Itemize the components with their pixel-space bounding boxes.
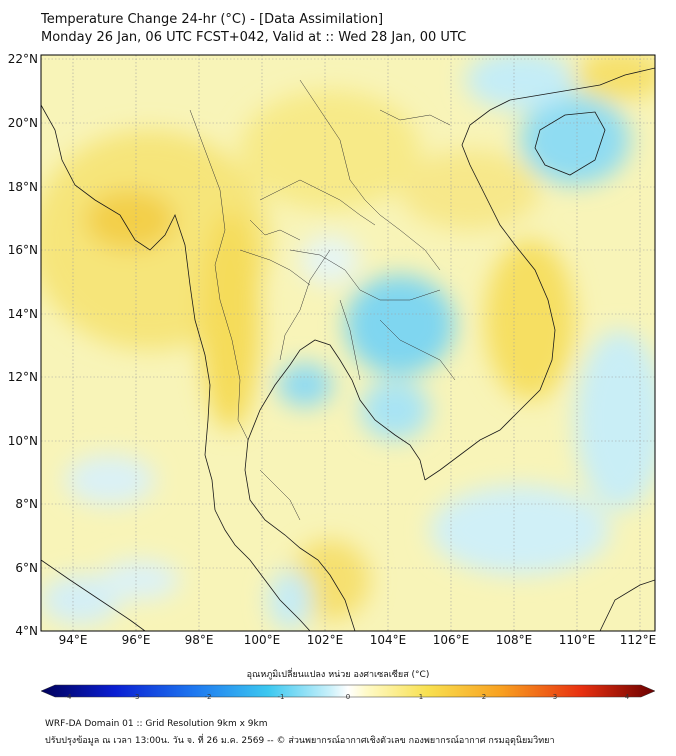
lat-label: 16°N <box>7 243 38 257</box>
colorbar-tick: -2 <box>204 693 212 701</box>
colorbar-tick: 2 <box>481 693 487 701</box>
lat-label: 22°N <box>7 52 38 66</box>
colorbar-tick: -1 <box>277 693 285 701</box>
lon-label: 96°E <box>121 633 151 647</box>
map-subtitle: Monday 26 Jan, 06 UTC FCST+042, Valid at… <box>41 30 467 45</box>
lat-label: 20°N <box>7 116 38 130</box>
colorbar-tick: 3 <box>552 693 558 701</box>
colorbar-tick: 4 <box>624 693 630 701</box>
footer-model-info: WRF-DA Domain 01 :: Grid Resolution 9km … <box>45 719 268 729</box>
colorbar-tick: 0 <box>345 693 351 701</box>
lat-label: 10°N <box>7 434 38 448</box>
footer-credit: ปรับปรุงข้อมูล ณ เวลา 13:00น. วัน จ. ที่… <box>45 736 555 746</box>
coastlines <box>41 67 655 631</box>
lon-label: 94°E <box>58 633 88 647</box>
lat-label: 6°N <box>15 561 38 575</box>
lon-label: 110°E <box>558 633 596 647</box>
lat-label: 8°N <box>15 497 38 511</box>
graticule <box>41 55 655 631</box>
lon-label: 98°E <box>184 633 214 647</box>
lon-label: 100°E <box>243 633 281 647</box>
colorbar-tick: -4 <box>64 693 72 701</box>
colorbar <box>40 684 656 698</box>
lon-label: 108°E <box>495 633 533 647</box>
map-title: Temperature Change 24-hr (°C) - [Data As… <box>41 12 384 27</box>
lon-label: 112°E <box>619 633 657 647</box>
borders <box>189 79 456 521</box>
colorbar-tick: 1 <box>418 693 424 701</box>
lon-label: 102°E <box>306 633 344 647</box>
colorbar-title: อุณหภูมิเปลี่ยนแปลง หน่วย องศาเซลเซียส (… <box>246 670 430 680</box>
lat-label: 12°N <box>7 370 38 384</box>
lon-label: 106°E <box>432 633 470 647</box>
lon-label: 104°E <box>369 633 407 647</box>
lat-label: 18°N <box>7 180 38 194</box>
temperature-field <box>41 55 655 631</box>
lat-label: 14°N <box>7 307 38 321</box>
colorbar-tick: -3 <box>132 693 140 701</box>
lat-label: 4°N <box>15 624 38 638</box>
plot-frame <box>40 54 656 632</box>
